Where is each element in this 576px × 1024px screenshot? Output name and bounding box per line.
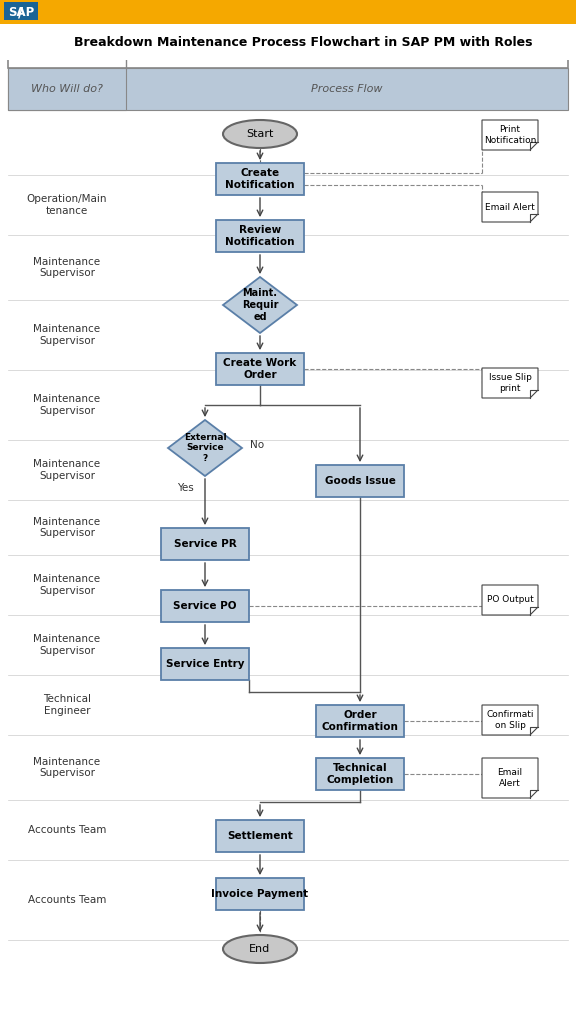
FancyBboxPatch shape <box>216 220 304 252</box>
FancyBboxPatch shape <box>161 528 249 560</box>
Text: Service Entry: Service Entry <box>166 659 244 669</box>
FancyBboxPatch shape <box>216 820 304 852</box>
Polygon shape <box>223 278 297 333</box>
Polygon shape <box>482 705 538 735</box>
Text: Breakdown Maintenance Process Flowchart in SAP PM with Roles: Breakdown Maintenance Process Flowchart … <box>74 36 532 48</box>
Text: Goods Issue: Goods Issue <box>324 476 396 486</box>
Text: Maintenance
Supervisor: Maintenance Supervisor <box>33 517 101 539</box>
FancyBboxPatch shape <box>216 163 304 195</box>
Polygon shape <box>482 758 538 798</box>
Text: Technical
Engineer: Technical Engineer <box>43 694 91 716</box>
Text: Maintenance
Supervisor: Maintenance Supervisor <box>33 394 101 416</box>
Text: Create Work
Order: Create Work Order <box>223 358 297 380</box>
Text: Maintenance
Supervisor: Maintenance Supervisor <box>33 757 101 778</box>
Text: Service PR: Service PR <box>173 539 236 549</box>
Text: No: No <box>250 440 264 450</box>
Text: Maintenance
Supervisor: Maintenance Supervisor <box>33 634 101 655</box>
FancyBboxPatch shape <box>0 24 576 60</box>
Text: External
Service
?: External Service ? <box>184 433 226 463</box>
FancyBboxPatch shape <box>8 68 126 110</box>
Text: Email Alert: Email Alert <box>485 203 535 212</box>
FancyBboxPatch shape <box>0 0 576 24</box>
Text: Settlement: Settlement <box>227 831 293 841</box>
Ellipse shape <box>223 935 297 963</box>
Text: Technical
Completion: Technical Completion <box>327 763 393 784</box>
Text: Maint.
Requir
ed: Maint. Requir ed <box>242 289 278 322</box>
Polygon shape <box>168 420 242 476</box>
Text: Accounts Team: Accounts Team <box>28 895 106 905</box>
Text: Maintenance
Supervisor: Maintenance Supervisor <box>33 574 101 596</box>
Text: /: / <box>18 5 24 19</box>
Text: Service PO: Service PO <box>173 601 237 611</box>
Polygon shape <box>482 585 538 615</box>
FancyBboxPatch shape <box>8 10 568 68</box>
Ellipse shape <box>223 120 297 148</box>
Polygon shape <box>482 120 538 150</box>
Text: Review
Notification: Review Notification <box>225 225 295 247</box>
Text: Start: Start <box>247 129 274 139</box>
Text: Invoice Payment: Invoice Payment <box>211 889 309 899</box>
Text: Process Flow: Process Flow <box>311 84 382 94</box>
Text: SAP: SAP <box>8 5 34 18</box>
Text: Issue Slip
print: Issue Slip print <box>488 374 532 392</box>
FancyBboxPatch shape <box>216 878 304 910</box>
Text: Confirmati
on Slip: Confirmati on Slip <box>486 711 534 730</box>
FancyBboxPatch shape <box>4 2 38 20</box>
Text: Create
Notification: Create Notification <box>225 168 295 189</box>
Text: Yes: Yes <box>177 483 194 493</box>
FancyBboxPatch shape <box>216 353 304 385</box>
FancyBboxPatch shape <box>316 465 404 497</box>
Text: Maintenance
Supervisor: Maintenance Supervisor <box>33 325 101 346</box>
FancyBboxPatch shape <box>316 705 404 737</box>
FancyBboxPatch shape <box>8 68 568 110</box>
Text: Operation/Main
tenance: Operation/Main tenance <box>26 195 107 216</box>
Text: Order
Confirmation: Order Confirmation <box>321 711 399 732</box>
Text: Email
Alert: Email Alert <box>498 768 522 787</box>
Polygon shape <box>482 193 538 222</box>
Text: Print
Notification: Print Notification <box>484 125 536 144</box>
Polygon shape <box>482 368 538 398</box>
Text: End: End <box>249 944 271 954</box>
Text: Accounts Team: Accounts Team <box>28 825 106 835</box>
Text: Maintenance
Supervisor: Maintenance Supervisor <box>33 257 101 279</box>
Text: Maintenance
Supervisor: Maintenance Supervisor <box>33 459 101 481</box>
Text: PO Output: PO Output <box>487 596 533 604</box>
FancyBboxPatch shape <box>161 590 249 622</box>
FancyBboxPatch shape <box>161 648 249 680</box>
Text: Who Will do?: Who Will do? <box>31 84 103 94</box>
FancyBboxPatch shape <box>316 758 404 790</box>
